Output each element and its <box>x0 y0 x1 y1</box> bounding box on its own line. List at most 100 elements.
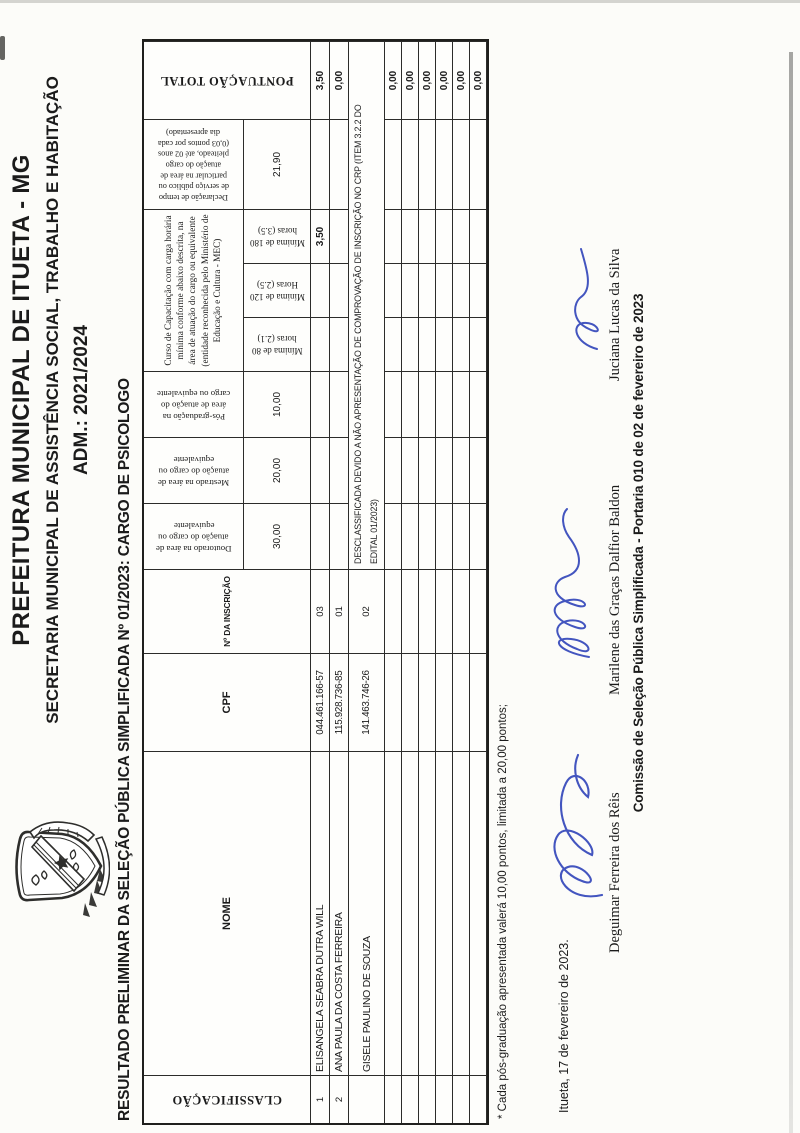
cell-dout-row-6 <box>419 503 436 569</box>
cell-dout-row-5 <box>402 503 419 569</box>
cell-h80-row-5 <box>402 317 419 371</box>
cell-decl-row-6 <box>419 119 436 209</box>
title-adm: ADM.: 2021/2024 <box>71 325 92 475</box>
results-table: CLASSIFICAÇÃO NOME CPF Nº DA INSCRIÇÃO D… <box>142 39 489 1125</box>
date-line: Itueta, 17 de fevereiro de 2023. <box>557 939 571 1113</box>
cell-nome-row-6 <box>419 751 436 1075</box>
max-points-posgraduacao: 10,00 <box>244 371 311 437</box>
cell-class-row-4 <box>385 1075 402 1123</box>
cell-mest-row-2 <box>330 437 349 503</box>
max-points-mestrado: 20,00 <box>244 437 311 503</box>
col-header-curso-capacitacao: Curso de Capacitação com carga horária m… <box>144 209 244 371</box>
cell-cpf-row-5 <box>402 653 419 751</box>
cell-total-row-1: 3,50 <box>311 41 330 119</box>
cell-dout-row-8 <box>453 503 470 569</box>
cell-decl-row-9 <box>470 119 487 209</box>
cell-decl-row-2 <box>330 119 349 209</box>
cell-class-row-8 <box>453 1075 470 1123</box>
cell-h120-row-8 <box>453 263 470 317</box>
cell-total-row-9: 0,00 <box>470 41 487 119</box>
cell-h180-row-6 <box>419 209 436 263</box>
col-header-declaracao: Declaração de tempo de serviço público o… <box>144 119 244 209</box>
cell-nome-row-5 <box>402 751 419 1075</box>
cell-nome-row-9 <box>470 751 487 1075</box>
cell-nome-row-4 <box>385 751 402 1075</box>
letterhead: PREFEITURA MUNICIPAL DE ITUETA - MG SECR… <box>8 12 93 788</box>
cell-insc-row-6 <box>419 569 436 653</box>
cell-insc-row-7 <box>436 569 453 653</box>
cell-dout-row-1 <box>311 503 330 569</box>
cell-decl-row-8 <box>453 119 470 209</box>
cell-total-row-5: 0,00 <box>402 41 419 119</box>
cell-pos-row-4 <box>385 371 402 437</box>
cell-class-row-7 <box>436 1075 453 1123</box>
cell-h120-row-5 <box>402 263 419 317</box>
cell-class-row-6 <box>419 1075 436 1123</box>
title-secretaria: SECRETARIA MUNICIPAL DE ASSISTÊNCIA SOCI… <box>43 76 62 724</box>
cell-total-row-6: 0,00 <box>419 41 436 119</box>
cell-total-row-2: 0,00 <box>330 41 349 119</box>
cell-class-row-1: 1 <box>311 1075 330 1123</box>
col-header-minima-80-horas: Mínima de 80 horas (2.1) <box>244 317 311 371</box>
col-header-doutorado: Doutorado na área de atuação do cargo ou… <box>144 503 244 569</box>
footnote: * Cada pós-graduação apresentada valerá … <box>497 704 509 1119</box>
col-header-minima-120-horas: Mínima de 120 Horas (2.5) <box>244 263 311 317</box>
col-header-inscricao: Nº DA INSCRIÇÃO <box>144 569 311 653</box>
cell-dout-row-7 <box>436 503 453 569</box>
scan-artifact-mark <box>0 36 5 60</box>
cell-mest-row-4 <box>385 437 402 503</box>
cell-h180-row-1: 3,50 <box>311 209 330 263</box>
col-header-posgraduacao: Pós-graduação na área de atuação do carg… <box>144 371 244 437</box>
cell-insc-row-2: 01 <box>330 569 349 653</box>
cell-insc-row-3: 02 <box>349 569 385 653</box>
cell-class-row-3 <box>349 1075 385 1123</box>
cell-dout-row-4 <box>385 503 402 569</box>
cell-pos-row-7 <box>436 371 453 437</box>
committee-line: Comissão de Seleção Pública Simplificada… <box>631 293 646 813</box>
cell-total-row-4: 0,00 <box>385 41 402 119</box>
cell-cpf-row-4 <box>385 653 402 751</box>
cell-pos-row-8 <box>453 371 470 437</box>
cell-mest-row-9 <box>470 437 487 503</box>
cell-nome-row-7 <box>436 751 453 1075</box>
col-header-mestrado: Mestrado na área de atuação do cargo ou … <box>144 437 244 503</box>
cell-desclassificada-row-3: DESCLASSIFICADA DEVIDO A NÃO APRESENTAÇÃ… <box>349 41 385 569</box>
col-header-classificacao: CLASSIFICAÇÃO <box>144 1075 311 1123</box>
subject-line: RESULTADO PRELIMINAR DA SELEÇÃO PÚBLICA … <box>116 378 133 1121</box>
cell-h180-row-7 <box>436 209 453 263</box>
cell-nome-row-1: ELISANGELA SEABRA DUTRA WILL <box>311 751 330 1075</box>
cell-h180-row-5 <box>402 209 419 263</box>
cell-h80-row-4 <box>385 317 402 371</box>
cell-h120-row-2 <box>330 263 349 317</box>
cell-class-row-2: 2 <box>330 1075 349 1123</box>
cell-decl-row-1 <box>311 119 330 209</box>
col-header-pontuacao-total: PONTUAÇÃO TOTAL <box>144 41 311 119</box>
signature-ink-juciana <box>574 248 599 350</box>
cell-h180-row-8 <box>453 209 470 263</box>
cell-mest-row-1 <box>311 437 330 503</box>
cell-h80-row-1 <box>311 317 330 371</box>
signature-name-deguimar: Deguimar Ferreira dos Rêis <box>607 792 623 953</box>
cell-decl-row-5 <box>402 119 419 209</box>
signature-name-juciana: Juciana Lucas da Silva <box>607 248 623 381</box>
cell-dout-row-2 <box>330 503 349 569</box>
cell-h120-row-6 <box>419 263 436 317</box>
cell-total-row-7: 0,00 <box>436 41 453 119</box>
cell-total-row-8: 0,00 <box>453 41 470 119</box>
cell-cpf-row-8 <box>453 653 470 751</box>
cell-h80-row-6 <box>419 317 436 371</box>
cell-insc-row-1: 03 <box>311 569 330 653</box>
cell-h120-row-9 <box>470 263 487 317</box>
cell-h180-row-4 <box>385 209 402 263</box>
cell-cpf-row-3: 141.463.746-26 <box>349 653 385 751</box>
col-header-cpf: CPF <box>144 653 311 751</box>
cell-h80-row-2 <box>330 317 349 371</box>
signature-ink-deguimar <box>553 753 604 898</box>
signature-name-marilene: Marilene das Graças Dalfior Baldon <box>607 484 623 695</box>
cell-h80-row-8 <box>453 317 470 371</box>
cell-insc-row-9 <box>470 569 487 653</box>
cell-h120-row-1 <box>311 263 330 317</box>
cell-mest-row-7 <box>436 437 453 503</box>
cell-mest-row-8 <box>453 437 470 503</box>
